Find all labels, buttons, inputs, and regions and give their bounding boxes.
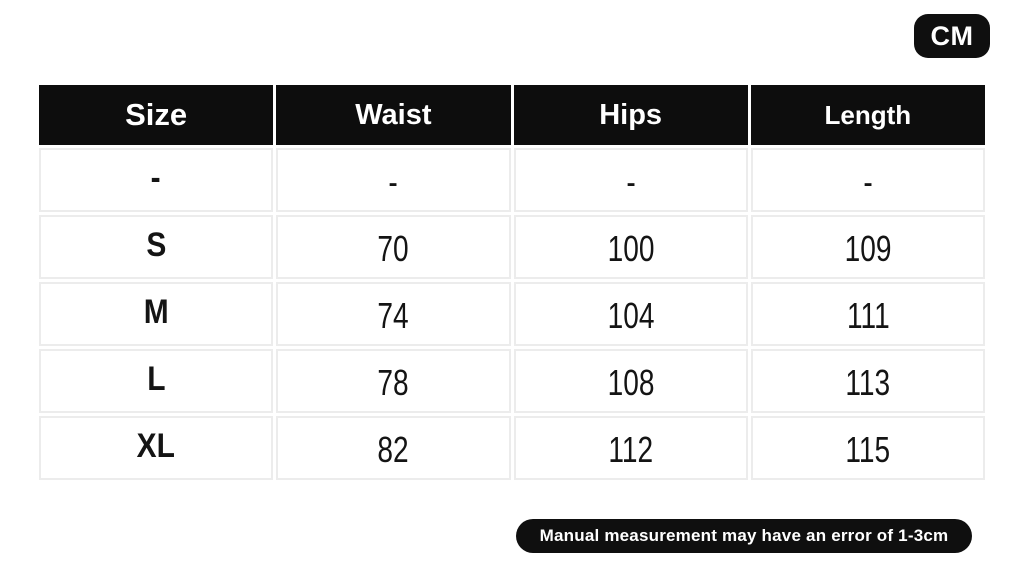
measurement-value: 115 — [845, 429, 891, 470]
table-cell: 82 — [276, 416, 511, 480]
table-cell: M — [39, 282, 274, 346]
header-row: Size Waist Hips Length — [39, 85, 985, 145]
column-header-length: Length — [750, 85, 985, 145]
table-cell: 113 — [750, 349, 985, 413]
table-cell: 70 — [276, 215, 511, 279]
size-value: XL — [136, 426, 176, 465]
table-cell: 100 — [513, 215, 748, 279]
table-cell: - — [39, 148, 274, 212]
measurement-value: 78 — [377, 362, 409, 403]
measurement-value: - — [863, 161, 873, 202]
column-header-hips: Hips — [513, 85, 748, 145]
table-cell: 109 — [750, 215, 985, 279]
measurement-value: - — [625, 161, 636, 202]
table-cell: - — [513, 148, 748, 212]
size-value: L — [146, 359, 166, 398]
measurement-value: 113 — [845, 362, 891, 403]
measurement-value: 70 — [377, 228, 409, 269]
size-value: M — [143, 292, 169, 331]
measurement-value: 112 — [608, 429, 654, 470]
measurement-value: 111 — [846, 295, 890, 336]
table-cell: - — [750, 148, 985, 212]
table-cell: XL — [39, 416, 274, 480]
table-cell: - — [276, 148, 511, 212]
measurement-note: Manual measurement may have an error of … — [516, 519, 972, 553]
table-row: XL 82 112 115 — [39, 416, 985, 480]
measurement-value: 108 — [607, 362, 655, 403]
measurement-value: 104 — [607, 295, 655, 336]
table-row: L 78 108 113 — [39, 349, 985, 413]
size-table-body: - - - - S 70 100 109 M 74 104 111 L 78 108 113 XL 82 112 11… — [39, 148, 985, 480]
measurement-value: - — [388, 161, 399, 202]
table-cell: L — [39, 349, 274, 413]
table-cell: 74 — [276, 282, 511, 346]
measurement-value: 100 — [607, 228, 655, 269]
unit-badge: CM — [914, 14, 990, 58]
table-cell: 108 — [513, 349, 748, 413]
measurement-value: 82 — [377, 429, 409, 470]
table-cell: 115 — [750, 416, 985, 480]
table-row: S 70 100 109 — [39, 215, 985, 279]
table-cell: 111 — [750, 282, 985, 346]
table-cell: 112 — [513, 416, 748, 480]
size-value: - — [151, 158, 162, 197]
table-cell: S — [39, 215, 274, 279]
column-header-size: Size — [39, 85, 274, 145]
measurement-value: 109 — [844, 228, 892, 269]
size-table: Size Waist Hips Length - - - - S 70 100 109 M 74 104 1… — [36, 82, 988, 483]
size-value: S — [146, 225, 167, 264]
measurement-value: 74 — [377, 295, 409, 336]
table-row: ---- — [39, 148, 985, 212]
table-cell: 78 — [276, 349, 511, 413]
column-header-waist: Waist — [276, 85, 511, 145]
table-row: M 74 104 111 — [39, 282, 985, 346]
table-cell: 104 — [513, 282, 748, 346]
